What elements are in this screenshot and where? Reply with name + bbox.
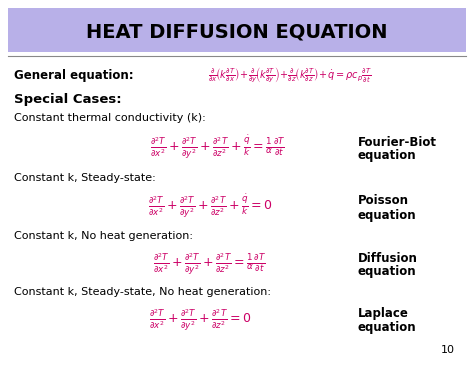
Text: $\frac{\partial^2 T}{\partial x^2}+\frac{\partial^2 T}{\partial y^2}+\frac{\part: $\frac{\partial^2 T}{\partial x^2}+\frac… xyxy=(149,307,251,333)
Text: Constant k, No heat generation:: Constant k, No heat generation: xyxy=(14,231,193,241)
Text: Poisson: Poisson xyxy=(358,194,409,208)
Text: equation: equation xyxy=(358,149,417,163)
Text: HEAT DIFFUSION EQUATION: HEAT DIFFUSION EQUATION xyxy=(86,22,388,41)
Text: Constant k, Steady-state, No heat generation:: Constant k, Steady-state, No heat genera… xyxy=(14,287,271,297)
Text: Constant thermal conductivity (k):: Constant thermal conductivity (k): xyxy=(14,113,206,123)
Text: Fourier-Biot: Fourier-Biot xyxy=(358,135,437,149)
Text: equation: equation xyxy=(358,265,417,279)
Text: General equation:: General equation: xyxy=(14,68,134,82)
Text: $\frac{\partial}{\partial x}\!\left(k\frac{\partial T}{\partial x}\right)\!+\!\f: $\frac{\partial}{\partial x}\!\left(k\fr… xyxy=(208,66,372,85)
Text: $\frac{\partial^2 T}{\partial x^2}+\frac{\partial^2 T}{\partial y^2}+\frac{\part: $\frac{\partial^2 T}{\partial x^2}+\frac… xyxy=(147,193,273,221)
Text: $\frac{\partial^2 T}{\partial x^2}+\frac{\partial^2 T}{\partial y^2}+\frac{\part: $\frac{\partial^2 T}{\partial x^2}+\frac… xyxy=(150,134,286,162)
FancyBboxPatch shape xyxy=(8,8,466,52)
Text: equation: equation xyxy=(358,321,417,335)
Text: Laplace: Laplace xyxy=(358,307,409,321)
Text: Constant k, Steady-state:: Constant k, Steady-state: xyxy=(14,173,156,183)
Text: 10: 10 xyxy=(441,345,455,355)
Text: $\frac{\partial^2 T}{\partial x^2}+\frac{\partial^2 T}{\partial y^2}+\frac{\part: $\frac{\partial^2 T}{\partial x^2}+\frac… xyxy=(154,251,266,277)
Text: Special Cases:: Special Cases: xyxy=(14,93,122,107)
Text: Diffusion: Diffusion xyxy=(358,251,418,265)
Text: equation: equation xyxy=(358,209,417,221)
